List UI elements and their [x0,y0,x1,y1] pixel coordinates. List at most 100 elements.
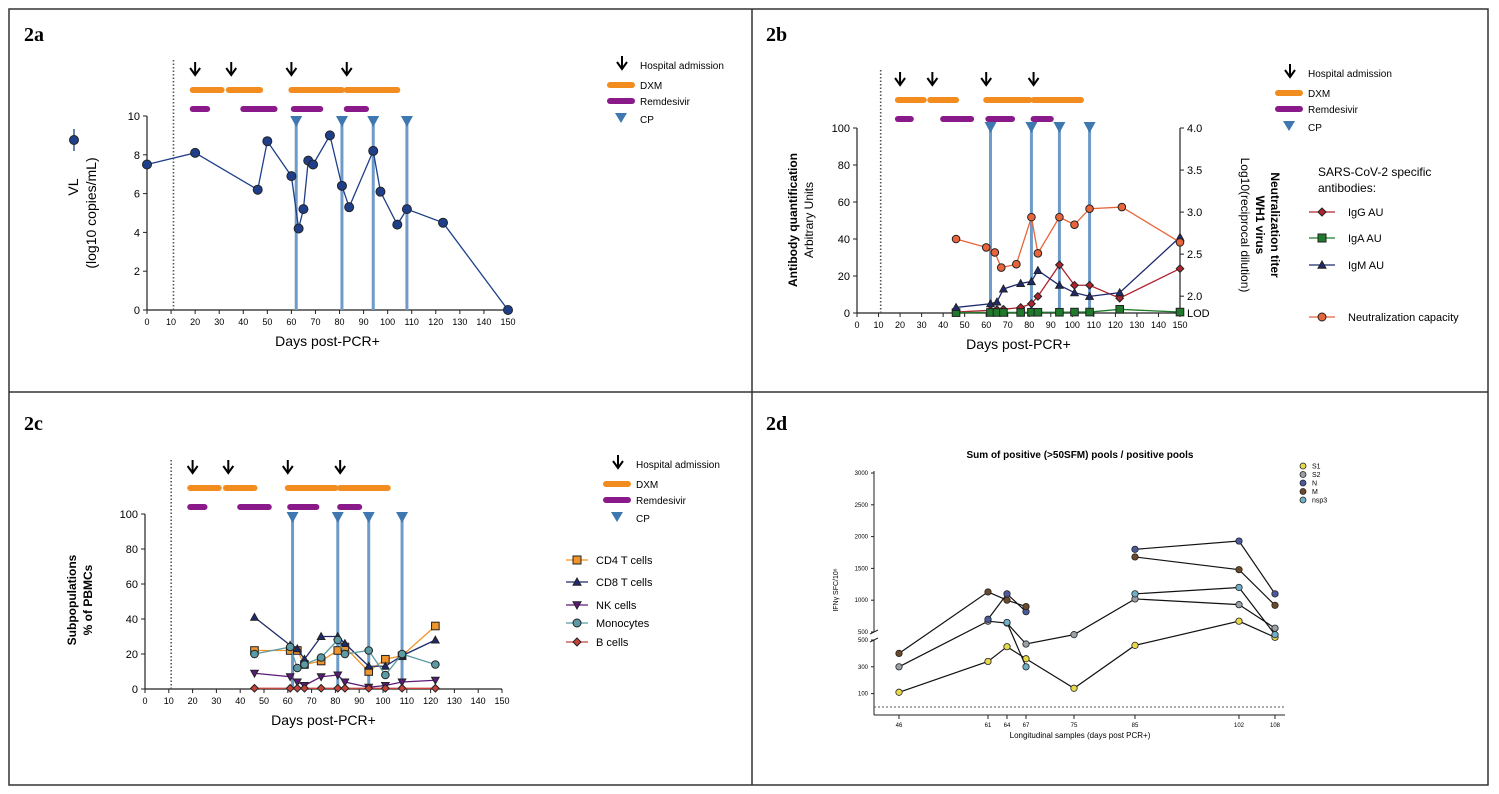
hospital-admission-arrow-head [926,77,939,87]
series-4-point [249,683,259,693]
y-tick-label: 3000 [855,471,869,477]
legend-cp-label: CP [640,115,654,126]
legend-series-label: NK cells [596,600,637,612]
series-3-point [1003,596,1011,604]
x-tick-label: 20 [190,317,200,327]
series-3-point [293,663,302,673]
series-2-point [984,615,992,623]
x-tick-label: 70 [307,696,317,706]
series-2-point [985,298,996,308]
vl-series-point [324,130,335,141]
legend-series-label: S1 [1312,464,1321,471]
series-1-point [1235,601,1243,609]
series-3-point [1055,212,1064,222]
x-tick-label: 50 [259,696,269,706]
series-3-point [1117,202,1127,212]
x-tick-label: 120 [1108,320,1123,330]
y-axis-left-subtitle: Arbitrary Units [802,182,816,258]
series-4-point [292,683,302,693]
series-1-point [1070,307,1079,317]
y-tick-label: 10 [128,111,140,123]
cp-marker [290,116,303,127]
x-tick-label: 110 [1087,320,1101,330]
series-1-point [380,661,391,670]
series-0-point [984,657,992,666]
x-tick-label: 64 [1004,723,1011,729]
series-1-point [1033,307,1043,317]
legend-series-swatch [1299,462,1307,470]
legend-series-label: N [1312,481,1317,488]
series-4-point [397,683,407,693]
x-tick-label: 140 [1151,320,1166,330]
series-1-point [1115,305,1125,314]
y-tick-label: 60 [838,197,850,209]
vl-series-point [344,202,355,213]
antibody-legend-title-line: antibodies: [1318,181,1376,195]
series-1-point [292,643,302,653]
legend-series-label: S2 [1312,472,1321,479]
legend-remdesivir-label: Remdesivir [640,97,691,108]
series-0-point [1235,617,1243,625]
series-2-point [285,673,295,682]
legend-series-label: IgM AU [1348,260,1384,272]
panel-d-label: 2d [766,413,787,435]
series-3-point [340,649,350,659]
series-3-point [333,635,343,645]
series-4-point [1022,663,1030,671]
x-tick-label: 90 [359,317,369,327]
series-3-point [250,649,259,659]
series-2-point [998,284,1009,293]
y-tick-label-right: 4.0 [1187,123,1202,135]
y-tick-label: 100 [120,509,138,521]
legend-series-swatch-marker [572,555,582,565]
y-tick-label-right: 2.5 [1187,249,1202,261]
series-4-point [1271,631,1279,639]
vl-series-point [298,204,309,215]
hospital-admission-arrow-head [189,67,201,77]
panel-borders [8,8,1489,786]
x-axis-title: Longitudinal samples (days post PCR+) [1010,731,1151,740]
series-2-point [951,302,961,311]
legend-hospital-label: Hospital admission [1308,69,1392,80]
y-tick-label: 20 [838,271,850,283]
panel-2a-chart: 0 10 20 30 40 50 60 70 80 90 100 110 120 130 140 150 0 2 4… [65,56,724,349]
vl-series-point [142,159,152,170]
series-0-point [1175,264,1185,274]
legend-hospital-label: Hospital admission [640,61,724,72]
series-3-point [1033,248,1043,258]
y-axis-title: IFNγ SFC/10⁶ [833,568,840,611]
legend-series-swatch-marker [572,637,582,647]
x-tick-label: 10 [874,320,884,330]
series-3-point [1085,204,1094,214]
legend-series-swatch-marker [1317,233,1327,243]
series-1-point [1016,308,1025,317]
legend-series-swatch-marker [1317,312,1327,322]
series-4-point [1131,590,1139,598]
series-0-point [333,646,343,655]
hospital-admission-arrow-head [340,67,353,77]
series-2-point [1131,545,1139,553]
x-tick-label: 120 [423,696,438,706]
series-1-point [1055,307,1064,317]
legend-remdesivir-label: Remdesivir [1308,105,1359,116]
series-1-point [1022,640,1030,648]
series-1-point [364,661,374,670]
legend-series-label: CD8 T cells [596,577,653,589]
x-tick-label: 70 [1003,320,1013,330]
legend-series-swatch [1299,479,1307,487]
series-4-point [316,683,326,693]
y-tick-label: 1000 [855,598,869,604]
series-3-point [990,248,1000,257]
y-axis-right-subtitle: WH1 virus [1253,196,1267,255]
vl-series-point [262,136,273,147]
y-tick-label: 0 [134,305,140,317]
x-tick-label: 10 [164,696,174,706]
series-3-line [898,591,1027,654]
series-3-point [381,670,390,680]
x-tick-label: 80 [1024,320,1034,330]
vl-series-point [503,305,513,315]
series-2-point [292,678,302,687]
legend-series-label: Monocytes [596,618,650,630]
